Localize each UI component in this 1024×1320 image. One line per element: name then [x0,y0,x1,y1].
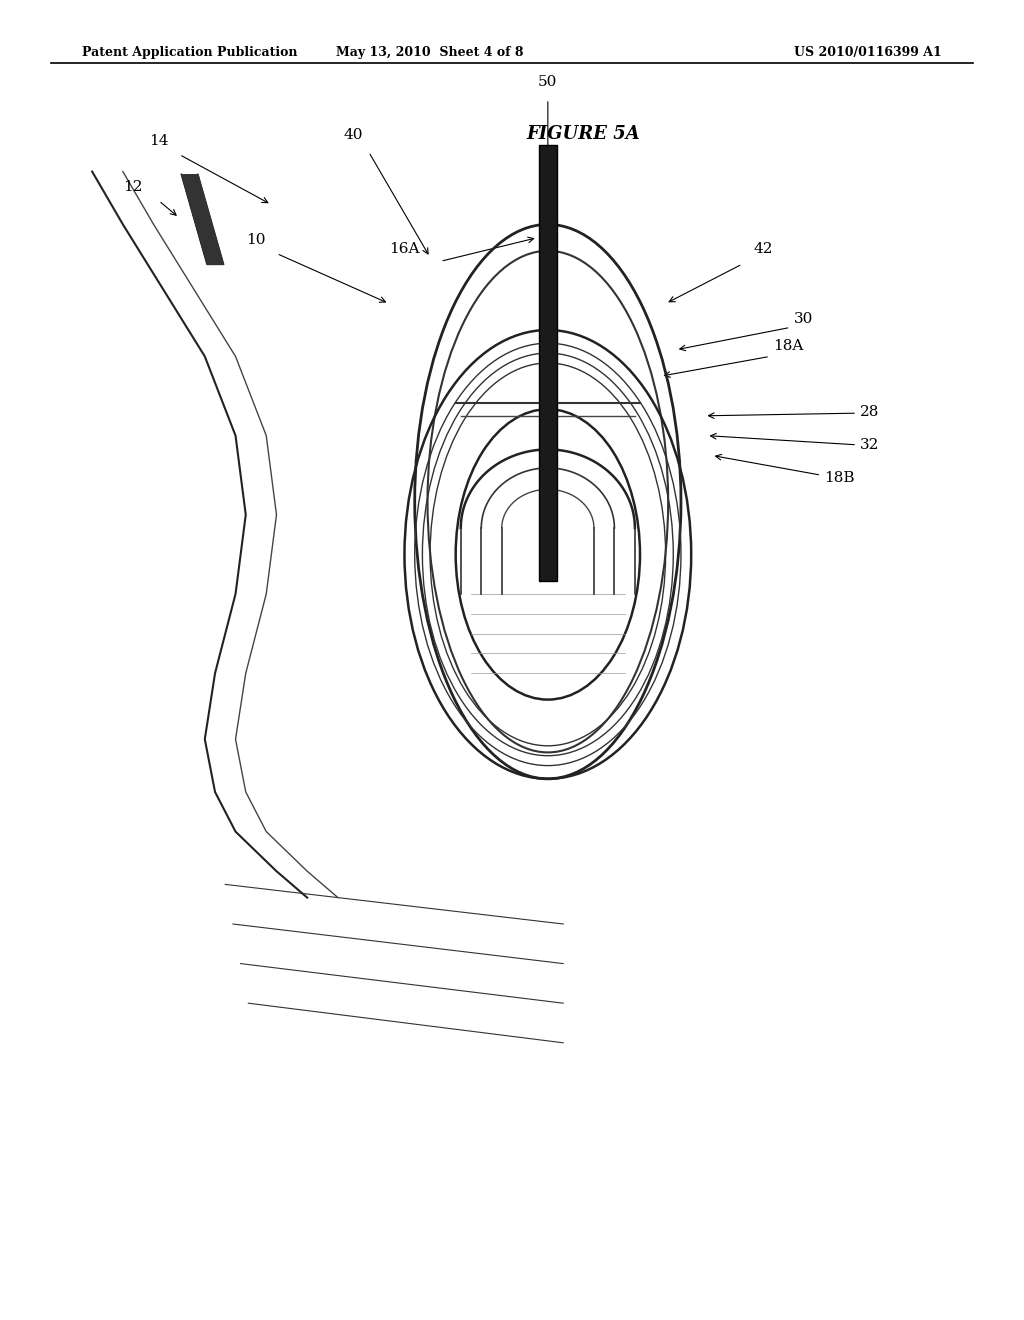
Text: 18A: 18A [773,339,804,352]
Text: 14: 14 [148,135,169,148]
Text: US 2010/0116399 A1: US 2010/0116399 A1 [795,46,942,59]
Text: Patent Application Publication: Patent Application Publication [82,46,297,59]
Text: 18B: 18B [824,471,855,484]
Text: 30: 30 [794,313,813,326]
Text: 10: 10 [246,234,266,247]
Text: 50: 50 [539,75,557,88]
Text: 32: 32 [860,438,880,451]
Text: May 13, 2010  Sheet 4 of 8: May 13, 2010 Sheet 4 of 8 [336,46,524,59]
Text: 28: 28 [860,405,880,418]
Text: FIGURE 5A: FIGURE 5A [526,125,641,144]
Text: 42: 42 [753,243,773,256]
Text: 12: 12 [123,181,143,194]
Text: 40: 40 [343,128,364,141]
Bar [539,145,557,581]
Text: 16A: 16A [389,243,420,256]
